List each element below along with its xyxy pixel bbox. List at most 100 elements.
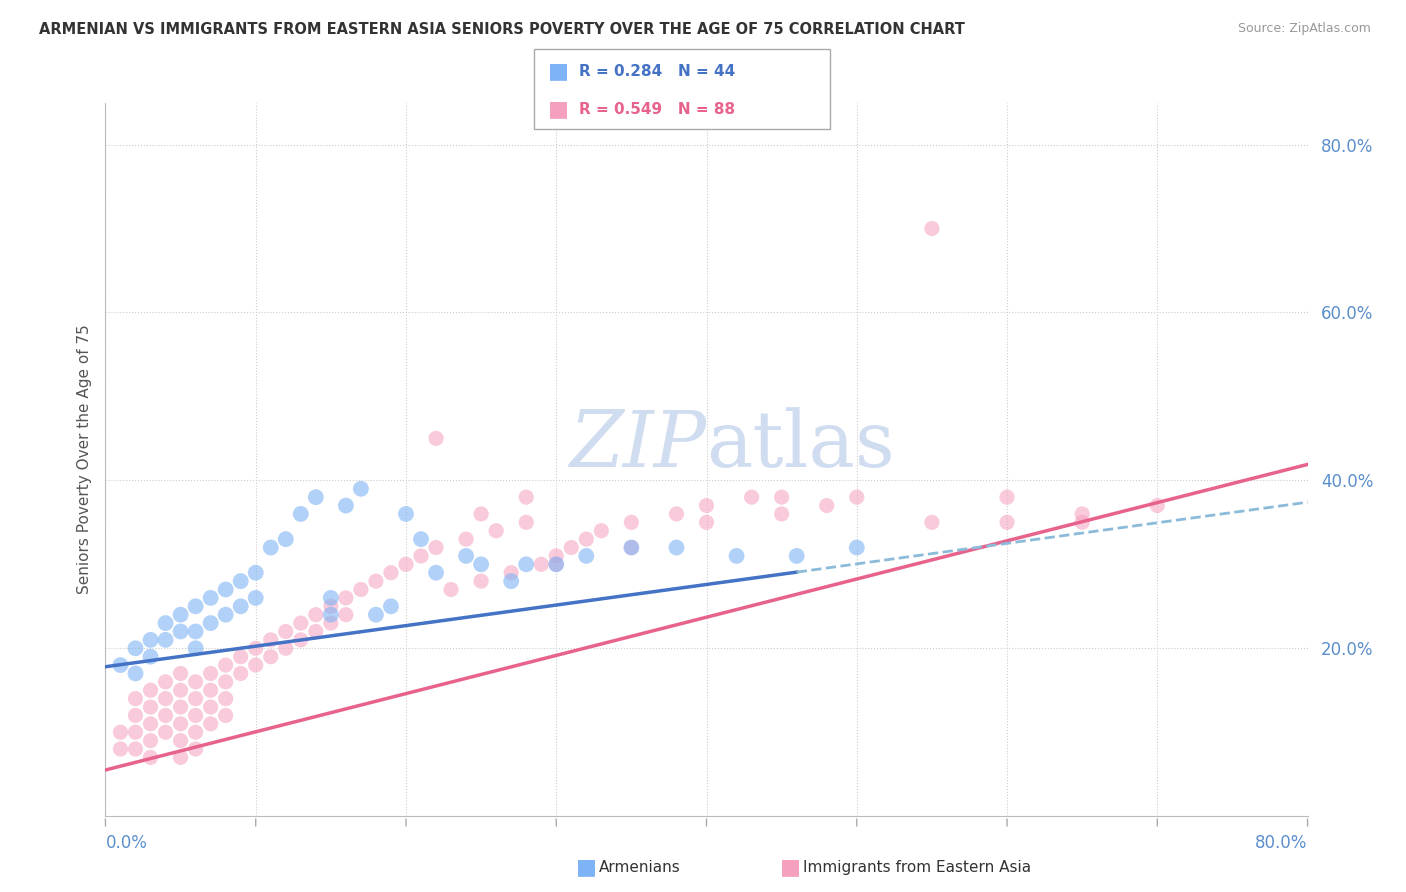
Point [409, 549, 432, 563]
Text: ARMENIAN VS IMMIGRANTS FROM EASTERN ASIA SENIORS POVERTY OVER THE AGE OF 75 CORR: ARMENIAN VS IMMIGRANTS FROM EASTERN ASIA… [39, 22, 966, 37]
Text: 80.0%: 80.0% [1256, 834, 1308, 852]
Point [200, 666, 222, 681]
Point [425, 541, 447, 555]
Point [169, 624, 191, 639]
Point [169, 607, 191, 622]
Point [546, 558, 568, 572]
Point [169, 666, 191, 681]
Text: Armenians: Armenians [599, 860, 681, 874]
Point [470, 574, 492, 588]
Point [260, 541, 283, 555]
Point [921, 221, 943, 235]
Point [380, 566, 402, 580]
Point [214, 607, 236, 622]
Point [155, 632, 177, 647]
Point [515, 558, 537, 572]
Point [214, 658, 236, 673]
Point [155, 725, 177, 739]
Point [260, 632, 283, 647]
Point [169, 683, 191, 698]
Point [184, 708, 207, 723]
Point [184, 742, 207, 756]
Text: ZIP: ZIP [569, 407, 707, 483]
Point [124, 742, 146, 756]
Point [184, 674, 207, 689]
Point [364, 607, 387, 622]
Y-axis label: Seniors Poverty Over the Age of 75: Seniors Poverty Over the Age of 75 [76, 325, 91, 594]
Point [409, 532, 432, 546]
Point [200, 716, 222, 731]
Point [770, 490, 793, 504]
Point [139, 750, 162, 764]
Point [169, 700, 191, 714]
Point [155, 691, 177, 706]
Point [620, 541, 643, 555]
Point [725, 549, 748, 563]
Point [770, 507, 793, 521]
Point [696, 499, 718, 513]
Point [995, 516, 1018, 530]
Point [139, 632, 162, 647]
Point [110, 725, 132, 739]
Text: 0.0%: 0.0% [105, 834, 148, 852]
Point [995, 490, 1018, 504]
Text: atlas: atlas [707, 408, 896, 483]
Point [290, 632, 312, 647]
Point [305, 490, 328, 504]
Point [124, 691, 146, 706]
Point [815, 499, 838, 513]
Point [454, 532, 477, 546]
Text: R = 0.549   N = 88: R = 0.549 N = 88 [579, 102, 735, 117]
Text: Immigrants from Eastern Asia: Immigrants from Eastern Asia [803, 860, 1031, 874]
Point [921, 516, 943, 530]
Point [440, 582, 463, 597]
Point [229, 599, 252, 614]
Point [245, 566, 267, 580]
Point [274, 641, 297, 656]
Point [184, 641, 207, 656]
Point [155, 708, 177, 723]
Point [515, 516, 537, 530]
Point [184, 691, 207, 706]
Point [591, 524, 613, 538]
Point [319, 616, 342, 631]
Point [155, 616, 177, 631]
Point [200, 591, 222, 605]
Text: ■: ■ [548, 99, 569, 120]
Point [425, 431, 447, 445]
Point [470, 507, 492, 521]
Point [319, 591, 342, 605]
Point [546, 558, 568, 572]
Point [229, 666, 252, 681]
Point [245, 591, 267, 605]
Point [560, 541, 582, 555]
Point [350, 482, 373, 496]
Point [305, 624, 328, 639]
Point [139, 683, 162, 698]
Point [454, 549, 477, 563]
Text: Source: ZipAtlas.com: Source: ZipAtlas.com [1237, 22, 1371, 36]
Point [110, 742, 132, 756]
Point [665, 541, 688, 555]
Point [169, 750, 191, 764]
Text: R = 0.284   N = 44: R = 0.284 N = 44 [579, 64, 735, 79]
Point [335, 499, 357, 513]
Point [319, 599, 342, 614]
Point [214, 691, 236, 706]
Text: ■: ■ [576, 857, 598, 877]
Point [124, 666, 146, 681]
Point [214, 708, 236, 723]
Point [1071, 516, 1094, 530]
Point [335, 591, 357, 605]
Point [380, 599, 402, 614]
Point [245, 641, 267, 656]
Point [124, 641, 146, 656]
Point [319, 607, 342, 622]
Point [786, 549, 808, 563]
Point [546, 549, 568, 563]
Point [229, 574, 252, 588]
Point [395, 558, 418, 572]
Point [665, 507, 688, 521]
Point [845, 490, 868, 504]
Point [530, 558, 553, 572]
